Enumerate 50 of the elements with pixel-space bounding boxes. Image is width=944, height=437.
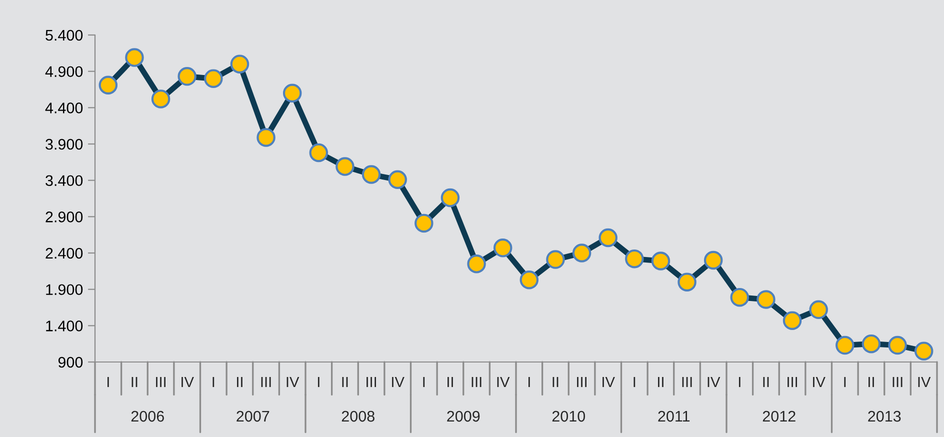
x-tick-label: I [844, 376, 846, 388]
x-tick-label: I [528, 376, 530, 388]
y-tick-label: 1.400 [46, 320, 83, 332]
x-tick-label: II [448, 376, 453, 388]
text: 2009 [447, 410, 480, 422]
y-tick-label: 3.400 [46, 175, 83, 186]
x-tick-label: II [132, 376, 138, 388]
y-tick-label: 4.400 [45, 102, 83, 114]
y-tick-label: 5.400 [46, 30, 83, 41]
x-tick-label: III [156, 376, 166, 388]
x-tick-label: II [658, 376, 664, 388]
x-tick-label: I [634, 376, 636, 388]
x-tick-label: IV [918, 376, 931, 388]
y-tick-label: 2.400 [46, 248, 83, 259]
x-tick-label: III [366, 376, 376, 388]
text: 2008 [342, 410, 374, 422]
x-tick-label: III [577, 376, 587, 388]
x-tick-label: III [788, 376, 798, 388]
y-tick-label: 2.900 [46, 212, 83, 222]
x-tick-label: II [763, 376, 769, 388]
text: 2011 [658, 410, 690, 422]
text: 2006 [131, 410, 164, 422]
x-tick-label: IV [602, 376, 615, 388]
text: 2007 [236, 410, 270, 422]
x-tick-label: IV [708, 376, 720, 388]
text: 2010 [552, 410, 586, 422]
x-tick-label: II [868, 376, 874, 388]
x-tick-label: III [261, 376, 271, 388]
x-tick-label: IV [497, 376, 510, 388]
x-tick-label: IV [286, 376, 300, 388]
text: 2012 [762, 410, 796, 422]
y-tick-label: 1.900 [46, 284, 83, 296]
x-tick-label: II [552, 376, 558, 388]
x-tick-label: IV [182, 376, 194, 388]
x-tick-label: III [472, 376, 482, 388]
x-tick-label: III [682, 376, 692, 388]
x-tick-label: I [423, 376, 425, 388]
y-tick-label: 3.900 [46, 138, 83, 150]
x-tick-label: II [342, 376, 348, 388]
x-tick-label: IV [392, 376, 404, 388]
x-tick-label: I [318, 376, 320, 388]
y-tick-label: 900 [58, 356, 83, 368]
x-tick-label: III [892, 376, 902, 388]
x-tick-label: I [107, 376, 109, 388]
x-tick-label: II [237, 376, 242, 388]
x-tick-label: IV [813, 376, 826, 388]
x-tick-label: I [738, 376, 740, 388]
text: 2013 [868, 410, 901, 422]
x-tick-label: I [212, 376, 214, 388]
y-tick-label: 4.900 [45, 66, 83, 78]
